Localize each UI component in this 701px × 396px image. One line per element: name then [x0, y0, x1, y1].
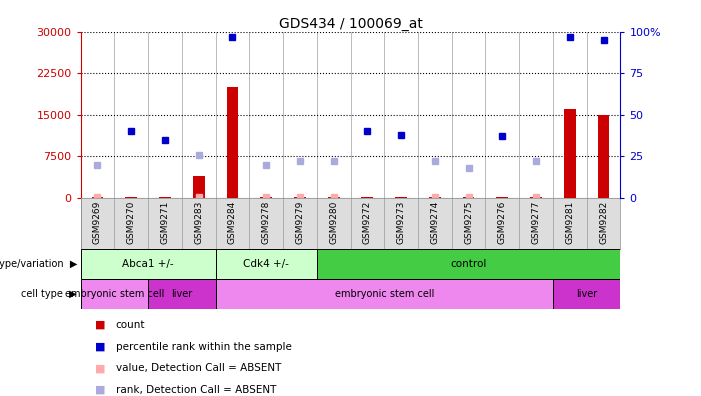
- Text: GSM9273: GSM9273: [397, 200, 406, 244]
- Text: GSM9276: GSM9276: [498, 200, 507, 244]
- Title: GDS434 / 100069_at: GDS434 / 100069_at: [278, 17, 423, 30]
- Text: GSM9283: GSM9283: [194, 200, 203, 244]
- Bar: [496, 197, 508, 198]
- Text: GSM9270: GSM9270: [127, 200, 136, 244]
- Bar: [553, 279, 620, 309]
- Bar: [81, 279, 148, 309]
- Text: ■: ■: [95, 320, 105, 330]
- Text: cell type  ▶: cell type ▶: [22, 289, 77, 299]
- Bar: [226, 87, 238, 198]
- Bar: [81, 249, 216, 279]
- Bar: [159, 197, 171, 198]
- Text: GSM9284: GSM9284: [228, 200, 237, 244]
- Bar: [92, 197, 103, 198]
- Text: ■: ■: [95, 363, 105, 373]
- Bar: [216, 249, 317, 279]
- Bar: [598, 115, 609, 198]
- Bar: [429, 197, 441, 198]
- Text: ■: ■: [95, 341, 105, 352]
- Text: GSM9274: GSM9274: [430, 200, 440, 244]
- Text: embryonic stem cell: embryonic stem cell: [334, 289, 434, 299]
- Text: liver: liver: [171, 289, 193, 299]
- Text: value, Detection Call = ABSENT: value, Detection Call = ABSENT: [116, 363, 281, 373]
- Bar: [294, 197, 306, 198]
- Text: percentile rank within the sample: percentile rank within the sample: [116, 341, 292, 352]
- Text: GSM9278: GSM9278: [261, 200, 271, 244]
- Text: GSM9280: GSM9280: [329, 200, 338, 244]
- Text: GSM9282: GSM9282: [599, 200, 608, 244]
- Text: GSM9277: GSM9277: [531, 200, 540, 244]
- Bar: [328, 197, 339, 198]
- Text: GSM9272: GSM9272: [363, 200, 372, 244]
- Bar: [530, 197, 542, 198]
- Text: rank, Detection Call = ABSENT: rank, Detection Call = ABSENT: [116, 385, 276, 395]
- Text: embryonic stem cell: embryonic stem cell: [64, 289, 164, 299]
- Bar: [260, 197, 272, 198]
- Text: ■: ■: [95, 385, 105, 395]
- Text: GSM9279: GSM9279: [295, 200, 304, 244]
- Bar: [564, 109, 576, 198]
- Text: GSM9281: GSM9281: [565, 200, 574, 244]
- Bar: [148, 279, 216, 309]
- Text: GSM9271: GSM9271: [161, 200, 170, 244]
- Bar: [216, 279, 553, 309]
- Bar: [395, 196, 407, 198]
- Bar: [125, 197, 137, 198]
- Bar: [193, 176, 205, 198]
- Text: liver: liver: [576, 289, 597, 299]
- Text: genotype/variation  ▶: genotype/variation ▶: [0, 259, 77, 269]
- Bar: [317, 249, 620, 279]
- Bar: [362, 197, 373, 198]
- Bar: [463, 197, 475, 198]
- Text: control: control: [450, 259, 486, 269]
- Text: Cdk4 +/-: Cdk4 +/-: [243, 259, 289, 269]
- Text: Abca1 +/-: Abca1 +/-: [122, 259, 174, 269]
- Text: count: count: [116, 320, 145, 330]
- Text: GSM9275: GSM9275: [464, 200, 473, 244]
- Text: GSM9269: GSM9269: [93, 200, 102, 244]
